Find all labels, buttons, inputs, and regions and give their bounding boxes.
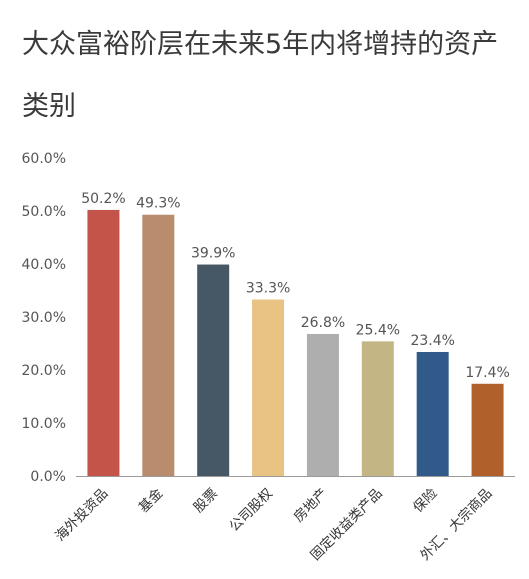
- bar-value-label: 33.3%: [246, 281, 290, 297]
- y-axis: 0.0% 10.0% 20.0% 30.0% 40.0% 50.0% 60.0%: [22, 151, 66, 485]
- y-tick-label: 50.0%: [22, 204, 66, 220]
- bar-value-label: 50.2%: [81, 191, 125, 207]
- chart-title: 大众富裕阶层在未来5年内将增持的资产类别: [22, 29, 499, 122]
- bar-value-label: 49.3%: [136, 196, 180, 212]
- y-tick-label: 30.0%: [22, 310, 66, 326]
- x-tick-label: 公司股权: [226, 484, 277, 535]
- x-tick-label: 保险: [410, 485, 441, 516]
- bar-value-label: 23.4%: [410, 333, 454, 349]
- y-tick-label: 60.0%: [22, 151, 66, 167]
- bar: [252, 299, 285, 476]
- x-tick-label: 基金: [135, 484, 166, 515]
- x-tick-label: 房地产: [291, 486, 331, 526]
- y-tick-label: 10.0%: [22, 416, 66, 432]
- x-tick-label: 海外投资品: [52, 486, 111, 545]
- bar-value-label: 26.8%: [301, 315, 345, 331]
- bar: [197, 264, 230, 476]
- bar: [471, 383, 504, 476]
- y-tick-label: 20.0%: [22, 363, 66, 379]
- bar: [306, 333, 339, 476]
- bar-value-label: 25.4%: [356, 322, 400, 338]
- bar: [361, 341, 394, 476]
- y-tick-label: 40.0%: [22, 257, 66, 273]
- bar: [416, 351, 449, 476]
- bar-value-label: 17.4%: [465, 365, 509, 381]
- y-tick-label: 0.0%: [30, 469, 66, 485]
- bar-value-label: 39.9%: [191, 246, 235, 262]
- bar: [87, 209, 120, 476]
- bar: [142, 214, 175, 476]
- bars-group: 50.2% 49.3% 39.9% 33.3% 26.8% 25.4% 23.4% 17.4%: [81, 191, 510, 476]
- x-tick-label: 股票: [191, 486, 221, 516]
